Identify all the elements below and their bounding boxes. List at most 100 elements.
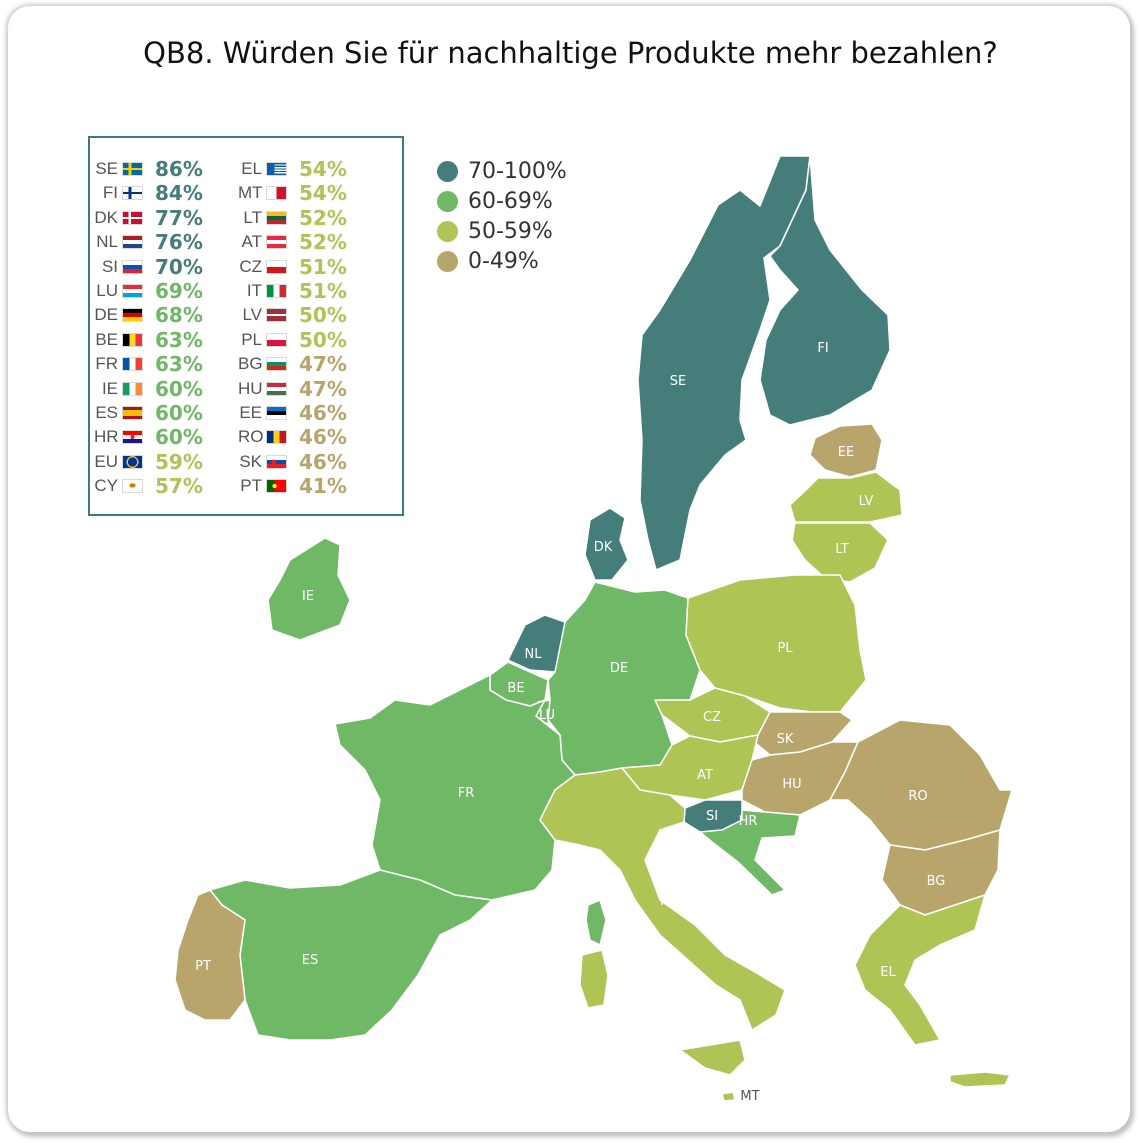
legend-row-be: BE 63% — [94, 328, 203, 352]
si-flag — [122, 259, 143, 274]
country-percentage: 47% — [299, 352, 347, 377]
country-percentage: 60% — [155, 376, 203, 401]
map-label-mt: MT — [740, 1089, 759, 1104]
legend-row-fi: FI 84% — [94, 181, 203, 205]
country-percentage: 46% — [299, 401, 347, 425]
hu-flag — [266, 381, 287, 396]
country-code: SI — [101, 256, 118, 276]
legend-row-de: DE 68% — [94, 303, 203, 327]
map-label-it: IT — [660, 894, 672, 909]
country-code: DE — [94, 305, 118, 325]
country-percentage: 70% — [155, 254, 203, 279]
cz-flag — [266, 259, 287, 274]
legend-row-es: ES 60% — [94, 401, 203, 425]
map-label-cz: CZ — [703, 710, 721, 725]
bg-flag — [266, 357, 287, 372]
scale-item: 0-49% — [437, 246, 567, 276]
country-fi — [759, 155, 891, 426]
mt-flag — [266, 186, 287, 201]
country-percentage: 46% — [299, 425, 347, 450]
map-label-nl: NL — [525, 647, 543, 662]
map-label-se: SE — [670, 374, 686, 389]
country-dk — [584, 507, 629, 581]
country-percentage: 54% — [299, 157, 347, 181]
country-percentage: 57% — [155, 474, 203, 499]
at-flag — [266, 235, 287, 250]
country-percentage: 51% — [299, 254, 347, 279]
map-label-bg: BG — [927, 874, 946, 889]
country-el — [854, 894, 986, 1046]
country-code: HR — [94, 427, 119, 447]
lt-flag — [266, 210, 287, 225]
cy-flag — [122, 479, 143, 494]
map-label-hr: HR — [739, 814, 758, 829]
be-flag — [122, 332, 143, 347]
map-label-ie: IE — [302, 589, 314, 604]
country-code: LV — [242, 305, 262, 325]
legend-row-lt: LT 52% — [238, 206, 346, 230]
legend-row-mt: MT 54% — [238, 181, 347, 205]
scale-swatch — [437, 220, 458, 242]
country-percentage: 69% — [155, 279, 203, 303]
legend-row-it: IT 51% — [238, 279, 347, 303]
country-lt — [791, 522, 889, 583]
country-ee — [809, 423, 883, 478]
map-label-pl: PL — [777, 641, 793, 656]
scale-item: 60-69% — [437, 186, 567, 216]
map-label-fr: FR — [458, 786, 475, 801]
country-percentage: 51% — [299, 279, 347, 303]
map-label-be: BE — [507, 681, 524, 696]
country-code: EE — [239, 403, 262, 422]
country-code: NL — [96, 232, 118, 252]
map-label-ro: RO — [908, 789, 927, 804]
page-title: QB8. Würden Sie für nachhaltige Produkte… — [143, 36, 998, 70]
scale-label: 60-69% — [468, 188, 553, 214]
country-code: FR — [95, 354, 118, 374]
scale-label: 70-100% — [468, 158, 567, 184]
country-code: MT — [238, 183, 263, 203]
legend-row-ee: EE 46% — [238, 401, 347, 425]
legend-row-sk: SK 46% — [238, 450, 347, 474]
country-it-sardinia — [579, 949, 609, 1009]
es-flag — [122, 406, 143, 420]
country-code: IE — [101, 378, 118, 398]
country-code: PL — [241, 329, 262, 349]
country-percentage: 76% — [155, 230, 203, 255]
map-label-pt: PT — [195, 959, 211, 974]
lu-flag — [122, 284, 143, 298]
country-percentage: 52% — [299, 230, 347, 255]
country-se — [637, 155, 811, 571]
ie-flag — [122, 381, 143, 396]
map-label-si: SI — [706, 809, 718, 824]
legend-row-se: SE 86% — [94, 157, 203, 181]
scale-label: 0-49% — [468, 248, 539, 274]
hr-flag — [122, 430, 143, 445]
country-it-sicily — [679, 1039, 746, 1076]
country-percentage: 84% — [155, 181, 203, 206]
country-code: CY — [94, 476, 118, 496]
scale-item: 50-59% — [437, 216, 567, 246]
country-percentage: 47% — [299, 376, 347, 401]
country-code: BG — [238, 354, 263, 374]
color-scale-legend: 70-100% 60-69% 50-59% 0-49% — [437, 156, 567, 276]
legend-row-bg: BG 47% — [238, 352, 347, 376]
scale-swatch — [437, 250, 458, 272]
legend-row-el: EL 54% — [238, 157, 347, 181]
country-percentage: 46% — [299, 449, 347, 474]
map-label-de: DE — [610, 661, 628, 676]
country-code: AT — [241, 232, 262, 252]
legend-row-hu: HU 47% — [238, 377, 347, 401]
legend-row-hr: HR 60% — [94, 425, 203, 449]
country-it — [539, 767, 786, 1031]
legend-row-ie: IE 60% — [94, 377, 203, 401]
country-legend: SE 86% FI 84% DK 77% NL 76% SI 70% LU 69% DE 68% BE 63%… — [88, 136, 404, 516]
scale-item: 70-100% — [437, 156, 567, 186]
country-code: HU — [238, 378, 263, 398]
map-label-hu: HU — [782, 777, 801, 792]
legend-row-cz: CZ 51% — [238, 255, 347, 279]
country-percentage: 59% — [155, 449, 203, 474]
map-label-lt: LT — [835, 542, 848, 557]
legend-row-cy: CY 57% — [94, 474, 203, 498]
country-percentage: 77% — [155, 205, 203, 230]
